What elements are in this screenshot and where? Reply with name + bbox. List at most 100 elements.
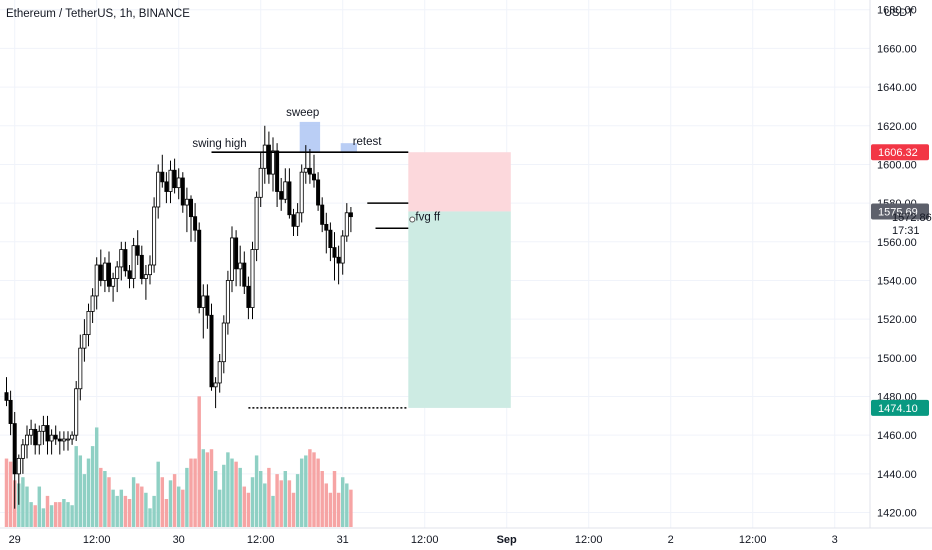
- candle[interactable]: [172, 158, 177, 194]
- candle[interactable]: [119, 241, 124, 281]
- candle[interactable]: [74, 381, 79, 441]
- candle[interactable]: [111, 272, 116, 302]
- time-axis[interactable]: 29 12:00 30 12:00 31 12:00 Sep 12:00 2 12:00 3: [9, 534, 838, 546]
- candle[interactable]: [201, 284, 206, 339]
- candle[interactable]: [45, 415, 50, 455]
- retest-label[interactable]: retest: [353, 136, 383, 148]
- candle[interactable]: [53, 425, 58, 445]
- candle[interactable]: [139, 245, 144, 285]
- candle[interactable]: [57, 431, 62, 455]
- candle[interactable]: [324, 212, 329, 254]
- candle[interactable]: [168, 160, 173, 204]
- candle[interactable]: [340, 230, 345, 275]
- candle[interactable]: [152, 197, 157, 273]
- candle[interactable]: [225, 270, 230, 335]
- sweep-label[interactable]: sweep: [286, 107, 319, 119]
- candle[interactable]: [316, 172, 321, 211]
- candle[interactable]: [107, 251, 112, 293]
- candle[interactable]: [123, 241, 128, 277]
- candle[interactable]: [12, 411, 17, 509]
- candle[interactable]: [37, 425, 42, 455]
- candle[interactable]: [20, 439, 25, 474]
- candle[interactable]: [217, 353, 222, 393]
- candle[interactable]: [275, 143, 280, 207]
- candle[interactable]: [258, 152, 263, 207]
- candle-body: [291, 214, 296, 227]
- candle[interactable]: [250, 241, 255, 320]
- candle[interactable]: [254, 191, 259, 262]
- candle[interactable]: [4, 377, 9, 407]
- candle[interactable]: [98, 249, 103, 287]
- candle[interactable]: [66, 431, 71, 451]
- candle[interactable]: [143, 265, 148, 300]
- candle[interactable]: [336, 245, 341, 285]
- candle[interactable]: [41, 415, 46, 445]
- fvg-label[interactable]: fvg ff: [415, 212, 441, 224]
- candle[interactable]: [33, 423, 38, 455]
- candle[interactable]: [234, 230, 239, 287]
- fvg-handle-icon[interactable]: [409, 216, 416, 223]
- candle[interactable]: [205, 284, 210, 329]
- candle[interactable]: [287, 168, 292, 219]
- candle[interactable]: [348, 206, 353, 233]
- candle[interactable]: [86, 303, 91, 347]
- candle[interactable]: [209, 303, 214, 391]
- candle[interactable]: [156, 164, 161, 219]
- candle[interactable]: [213, 377, 218, 409]
- swing-high-label[interactable]: swing high: [192, 138, 246, 150]
- candle[interactable]: [188, 195, 193, 242]
- candle[interactable]: [115, 261, 120, 293]
- candle[interactable]: [295, 203, 300, 236]
- candle[interactable]: [332, 232, 337, 281]
- candle[interactable]: [242, 251, 247, 295]
- retest-box[interactable]: [340, 143, 357, 153]
- candle[interactable]: [135, 230, 140, 265]
- candle[interactable]: [184, 187, 189, 233]
- candle[interactable]: [307, 148, 312, 184]
- candle[interactable]: [61, 431, 66, 451]
- candle[interactable]: [176, 168, 181, 200]
- sweep-box[interactable]: [299, 121, 321, 153]
- candle[interactable]: [238, 245, 243, 287]
- candle[interactable]: [16, 454, 21, 505]
- candle[interactable]: [229, 226, 234, 293]
- candle[interactable]: [311, 154, 316, 188]
- candle[interactable]: [8, 390, 13, 436]
- candle[interactable]: [193, 203, 198, 242]
- volume-bar: [25, 486, 29, 527]
- candle[interactable]: [94, 257, 99, 310]
- candle[interactable]: [147, 255, 152, 285]
- volume-bar: [304, 455, 308, 527]
- candle[interactable]: [160, 154, 165, 188]
- candle[interactable]: [291, 208, 296, 236]
- candle[interactable]: [328, 222, 333, 262]
- candle[interactable]: [270, 137, 275, 192]
- volume-bar: [205, 452, 210, 527]
- candle[interactable]: [344, 203, 349, 242]
- candle[interactable]: [283, 168, 288, 204]
- candle[interactable]: [24, 425, 29, 459]
- candle[interactable]: [197, 222, 202, 314]
- candle[interactable]: [164, 172, 169, 204]
- candle[interactable]: [299, 164, 304, 223]
- candle[interactable]: [262, 125, 267, 184]
- candle[interactable]: [70, 431, 75, 445]
- candle[interactable]: [78, 334, 83, 401]
- candle[interactable]: [131, 237, 136, 289]
- candle[interactable]: [102, 257, 107, 293]
- candle[interactable]: [266, 131, 271, 184]
- candle[interactable]: [320, 197, 325, 233]
- candle-body: [295, 212, 300, 227]
- candle[interactable]: [49, 429, 54, 455]
- candle[interactable]: [127, 265, 132, 289]
- candle[interactable]: [180, 172, 185, 213]
- candle[interactable]: [246, 276, 251, 320]
- take-profit-zone[interactable]: [408, 211, 511, 408]
- candle[interactable]: [82, 319, 87, 362]
- candle[interactable]: [29, 419, 34, 445]
- candle[interactable]: [221, 315, 226, 374]
- candle[interactable]: [90, 288, 95, 324]
- stop-loss-zone[interactable]: [408, 152, 511, 212]
- candle[interactable]: [279, 177, 284, 211]
